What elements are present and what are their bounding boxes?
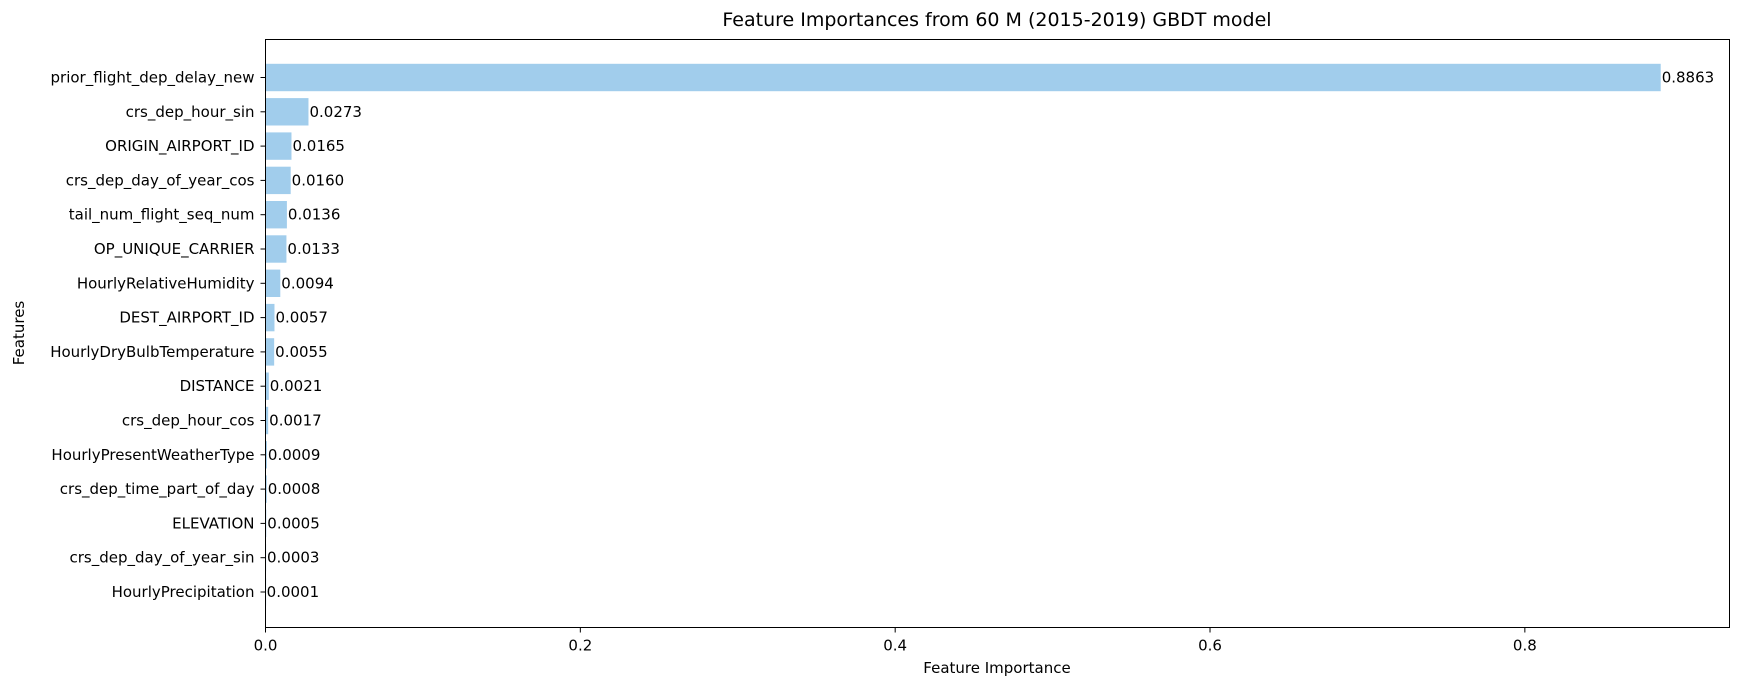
y-tick-label-crs_dep_day_of_year_sin: crs_dep_day_of_year_sin [69,549,254,568]
value-label-OP_UNIQUE_CARRIER: 0.0133 [287,240,340,258]
bar-crs_dep_hour_cos [265,406,269,435]
value-labels-group: 0.8863 0.0273 0.0165 0.0160 0.0136 0.0133 0.00… [267,69,1715,602]
x-tick-label: 0.2 [568,637,592,655]
y-tick-label-crs_dep_time_part_of_day: crs_dep_time_part_of_day [60,480,255,499]
value-label-crs_dep_time_part_of_day: 0.0008 [268,480,321,498]
x-axis-label: Feature Importance [923,659,1070,677]
bar-HourlyPresentWeatherType [265,441,267,469]
bar-prior_flight_dep_delay_new [265,63,1661,92]
y-tick-label-DISTANCE: DISTANCE [180,377,255,395]
y-tick-label-HourlyRelativeHumidity: HourlyRelativeHumidity [77,274,255,292]
y-axis-label: Features [10,301,28,366]
value-label-crs_dep_hour_sin: 0.0273 [309,103,362,121]
bars-group [265,63,1661,606]
y-tick-label-OP_UNIQUE_CARRIER: OP_UNIQUE_CARRIER [94,240,255,259]
bar-crs_dep_time_part_of_day [265,475,267,503]
value-label-ELEVATION: 0.0005 [267,514,320,532]
plot-frame [265,39,1730,628]
bar-ORIGIN_AIRPORT_ID [265,132,292,160]
value-label-DISTANCE: 0.0021 [270,377,323,395]
x-tick-label: 0.8 [1513,637,1537,655]
value-label-crs_dep_day_of_year_sin: 0.0003 [267,549,320,567]
bar-tail_num_flight_seq_num [265,201,287,229]
value-label-HourlyPresentWeatherType: 0.0009 [268,446,321,464]
bar-HourlyRelativeHumidity [265,269,281,297]
x-tick-label: 0.6 [1198,637,1222,655]
value-label-ORIGIN_AIRPORT_ID: 0.0165 [292,137,345,155]
y-tick-label-crs_dep_day_of_year_cos: crs_dep_day_of_year_cos [66,171,255,190]
bar-DEST_AIRPORT_ID [265,303,275,332]
y-tick-label-tail_num_flight_seq_num: tail_num_flight_seq_num [69,206,255,225]
value-label-DEST_AIRPORT_ID: 0.0057 [275,309,328,327]
value-label-prior_flight_dep_delay_new: 0.8863 [1662,69,1715,87]
bar-HourlyDryBulbTemperature [265,338,275,366]
x-tick-label: 0.0 [254,637,278,655]
y-tick-label-HourlyPresentWeatherType: HourlyPresentWeatherType [51,446,254,464]
value-label-crs_dep_hour_cos: 0.0017 [269,412,322,430]
value-label-crs_dep_day_of_year_cos: 0.0160 [292,171,345,189]
y-tick-label-HourlyPrecipitation: HourlyPrecipitation [112,583,255,601]
y-tick-label-ORIGIN_AIRPORT_ID: ORIGIN_AIRPORT_ID [105,137,254,156]
bar-OP_UNIQUE_CARRIER [265,235,287,263]
value-label-tail_num_flight_seq_num: 0.0136 [288,206,341,224]
value-label-HourlyRelativeHumidity: 0.0094 [281,274,334,292]
bar-crs_dep_day_of_year_cos [265,166,291,195]
value-label-HourlyPrecipitation: 0.0001 [267,583,320,601]
y-tick-label-prior_flight_dep_delay_new: prior_flight_dep_delay_new [51,69,255,88]
y-tick-label-crs_dep_hour_cos: crs_dep_hour_cos [122,412,255,431]
chart-title: Feature Importances from 60 M (2015-2019… [722,9,1271,31]
y-tick-label-DEST_AIRPORT_ID: DEST_AIRPORT_ID [119,309,254,328]
x-axis: 0.0 0.2 0.4 0.6 0.8 [254,627,1537,655]
y-tick-label-HourlyDryBulbTemperature: HourlyDryBulbTemperature [50,343,254,361]
y-axis: prior_flight_dep_delay_new crs_dep_hour_s… [50,69,266,601]
y-tick-label-crs_dep_hour_sin: crs_dep_hour_sin [126,103,255,122]
value-label-HourlyDryBulbTemperature: 0.0055 [275,343,328,361]
bar-DISTANCE [265,372,269,400]
y-tick-label-ELEVATION: ELEVATION [172,514,254,532]
x-tick-label: 0.4 [883,637,907,655]
bar-crs_dep_hour_sin [265,98,309,126]
